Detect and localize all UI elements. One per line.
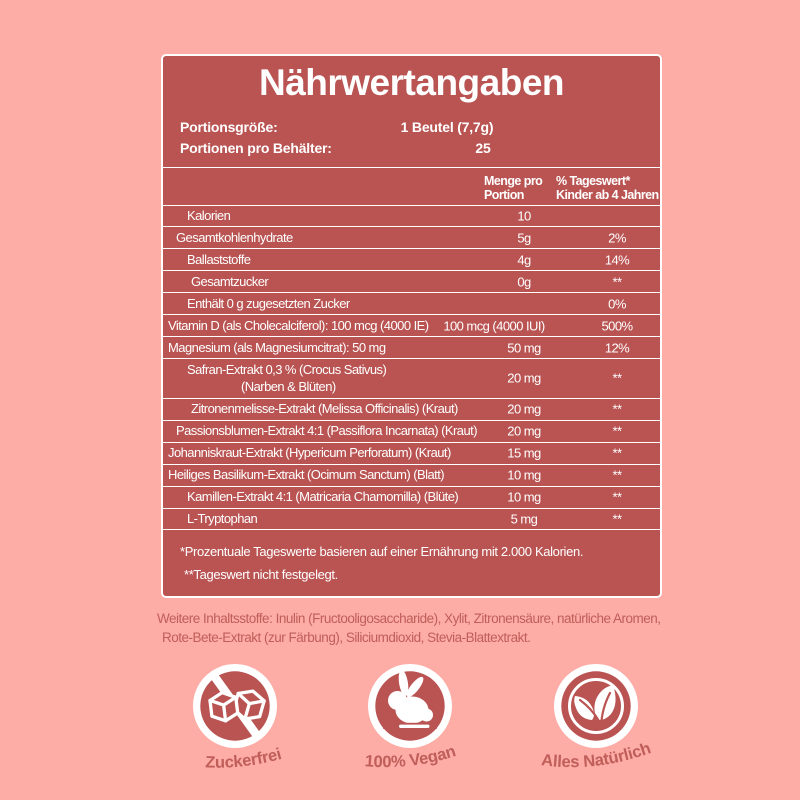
row-label: Passionsblumen-Extrakt 4:1 (Passiflora I… bbox=[176, 423, 478, 439]
row-daily-value: ** bbox=[612, 274, 622, 290]
row-amount: 50 mg bbox=[507, 340, 541, 356]
row-amount: 100 mcg (4000 IUI) bbox=[443, 318, 545, 334]
row-label: Gesamtkohlenhydrate bbox=[176, 230, 293, 246]
row-amount: 4g bbox=[517, 252, 531, 268]
dv-header-line2: Kinder ab 4 Jahren bbox=[556, 187, 659, 202]
vegan-rabbit-icon: 100% Vegan bbox=[364, 664, 458, 771]
table-header: Menge pro Portion % Tageswert* Kinder ab… bbox=[163, 166, 660, 206]
row-amount: 10 mg bbox=[507, 489, 541, 505]
panel-title: Nährwertangaben bbox=[258, 62, 565, 103]
footnotes: *Prozentuale Tageswerte basieren auf ein… bbox=[163, 540, 660, 586]
row-amount: 20 mg bbox=[507, 401, 541, 417]
row-daily-value: ** bbox=[612, 445, 622, 461]
badge-vegan: 100% Vegan bbox=[325, 658, 495, 798]
rabbit-silhouette bbox=[388, 670, 433, 724]
row-label: Magnesium (als Magnesiumcitrat): 50 mg bbox=[168, 340, 386, 356]
table-row: Kalorien 10 bbox=[163, 206, 660, 228]
row-label: Enthält 0 g zugesetzten Zucker bbox=[187, 296, 350, 312]
row-amount: 20 mg bbox=[507, 370, 541, 386]
amount-header-line2: Portion bbox=[484, 187, 524, 202]
servings-per-container-row: Portionen pro Behälter: 25 bbox=[163, 138, 660, 159]
row-label: L-Tryptophan bbox=[187, 511, 258, 527]
row-daily-value: ** bbox=[612, 467, 622, 483]
row-daily-value: 12% bbox=[604, 340, 630, 356]
table-row: Safran-Extrakt 0,3 % (Crocus Sativus) (Na… bbox=[163, 359, 660, 399]
row-daily-value: ** bbox=[612, 370, 622, 386]
table-row: Kamillen-Extrakt 4:1 (Matricaria Chamomi… bbox=[163, 487, 660, 509]
row-amount: 0g bbox=[517, 274, 531, 290]
row-daily-value: 500% bbox=[601, 318, 633, 334]
row-label: Johanniskraut-Extrakt (Hypericum Perfora… bbox=[168, 445, 451, 461]
daily-value-header: % Tageswert* Kinder ab 4 Jahren bbox=[556, 173, 659, 203]
other-ingredients-line2: Rote-Bete-Extrakt (zur Färbung), Siliciu… bbox=[162, 629, 531, 645]
natural-leaves-icon: Alles Natürlich bbox=[540, 664, 653, 771]
servings-per-container-value: 25 bbox=[475, 140, 491, 156]
serving-size-label: Portionsgröße: bbox=[180, 119, 278, 135]
table-row: Heiliges Basilikum-Extrakt (Ocimum Sanct… bbox=[163, 465, 660, 487]
row-daily-value: ** bbox=[612, 401, 622, 417]
serving-size-row: Portionsgröße: 1 Beutel (7,7g) bbox=[163, 117, 660, 138]
table-row: Gesamtkohlenhydrate 5g 2% bbox=[163, 227, 660, 250]
row-amount: 10 mg bbox=[507, 467, 541, 483]
row-daily-value: 2% bbox=[608, 230, 626, 246]
other-ingredients-line1: Weitere Inhaltsstoffe: Inulin (Fructooli… bbox=[157, 611, 661, 626]
row-label: Gesamtzucker bbox=[191, 274, 269, 290]
row-amount: 10 bbox=[517, 208, 531, 224]
dv-header-line1: % Tageswert* bbox=[556, 173, 630, 188]
row-label: Safran-Extrakt 0,3 % (Crocus Sativus) (Na… bbox=[163, 361, 660, 395]
row-daily-value: 0% bbox=[608, 296, 626, 312]
nutrition-facts-panel: Nährwertangaben Portionsgröße: 1 Beutel … bbox=[161, 54, 662, 598]
row-label: Vitamin D (als Cholecalciferol): 100 mcg… bbox=[168, 318, 429, 334]
footnote-dv-not-established: **Tageswert nicht festgelegt. bbox=[184, 567, 338, 583]
badge-sugar-free-label: Zuckerfrei bbox=[205, 745, 283, 772]
row-label: Kalorien bbox=[187, 208, 231, 224]
table-body: Kalorien 10 Gesamtkohlenhydrate 5g 2% Ballast… bbox=[163, 206, 660, 531]
sugar-cube-left bbox=[208, 690, 240, 723]
badge-all-natural: Alles Natürlich bbox=[511, 658, 681, 798]
serving-size-value: 1 Beutel (7,7g) bbox=[400, 119, 494, 135]
servings-per-container-label: Portionen pro Behälter: bbox=[180, 140, 332, 156]
other-ingredients-text: Weitere Inhaltsstoffe: Inulin (Fructooli… bbox=[157, 610, 717, 647]
row-daily-value: ** bbox=[612, 423, 622, 439]
table-row: Passionsblumen-Extrakt 4:1 (Passiflora I… bbox=[163, 421, 660, 443]
table-row: Enthält 0 g zugesetzten Zucker 0% bbox=[163, 293, 660, 316]
row-label: Heiliges Basilikum-Extrakt (Ocimum Sanct… bbox=[168, 467, 445, 483]
sugar-free-icon: Zuckerfrei bbox=[193, 664, 283, 772]
row-daily-value: 14% bbox=[604, 252, 630, 268]
inner-ring bbox=[568, 678, 624, 734]
sugar-cube-right bbox=[232, 689, 266, 721]
badge-sugar-free: Zuckerfrei bbox=[150, 658, 320, 798]
row-label: Kamillen-Extrakt 4:1 (Matricaria Chamomi… bbox=[187, 489, 459, 505]
table-row: Vitamin D (als Cholecalciferol): 100 mcg… bbox=[163, 315, 660, 338]
row-amount: 20 mg bbox=[507, 423, 541, 439]
row-daily-value: ** bbox=[612, 489, 622, 505]
row-label: Zitronenmelisse-Extrakt (Melissa Officin… bbox=[191, 401, 458, 417]
row-amount: 15 mg bbox=[507, 445, 541, 461]
table-row: Johanniskraut-Extrakt (Hypericum Perfora… bbox=[163, 443, 660, 465]
table-row: Gesamtzucker 0g ** bbox=[163, 271, 660, 294]
table-row: L-Tryptophan 5 mg ** bbox=[163, 509, 660, 531]
table-row: Zitronenmelisse-Extrakt (Melissa Officin… bbox=[163, 399, 660, 421]
amount-header-line1: Menge pro bbox=[484, 173, 543, 188]
table-row: Magnesium (als Magnesiumcitrat): 50 mg 50… bbox=[163, 337, 660, 360]
serving-info: Portionsgröße: 1 Beutel (7,7g) Portionen… bbox=[163, 117, 660, 159]
amount-per-serving-header: Menge pro Portion bbox=[484, 173, 543, 203]
row-amount: 5 mg bbox=[510, 511, 538, 527]
row-amount: 5g bbox=[517, 230, 531, 246]
row-daily-value: ** bbox=[612, 511, 622, 527]
footnote-daily-values: *Prozentuale Tageswerte basieren auf ein… bbox=[180, 544, 584, 560]
table-row: Ballaststoffe 4g 14% bbox=[163, 249, 660, 272]
row-label: Ballaststoffe bbox=[187, 252, 251, 268]
row-label-line2: (Narben & Blüten) bbox=[241, 379, 336, 395]
